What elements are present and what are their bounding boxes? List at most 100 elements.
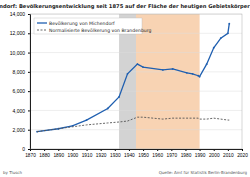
x-tick-label: 2020 [237, 153, 248, 158]
x-tick-mark [185, 149, 186, 151]
y-tick: 0 [22, 146, 30, 152]
plot-area [30, 14, 242, 149]
x-tick-mark [143, 149, 144, 151]
x-tick-mark [101, 149, 102, 151]
legend: Bevölkerung von Michendorf Normalisierte … [34, 18, 152, 34]
data-point [213, 47, 215, 49]
x-tick-mark [242, 149, 243, 151]
data-point [107, 108, 109, 110]
x-tick-label: 1920 [96, 153, 107, 158]
data-point [137, 63, 139, 65]
y-tick-mark [28, 72, 30, 73]
x-tick: 1940 [124, 149, 135, 158]
x-tick: 1960 [152, 149, 163, 158]
grid-line [30, 110, 242, 111]
legend-swatch [37, 22, 47, 23]
grid-line [30, 71, 242, 72]
period-band [136, 14, 200, 149]
data-point [199, 76, 201, 78]
data-point [142, 66, 144, 68]
x-tick-label: 1910 [82, 153, 93, 158]
x-tick-label: 1950 [138, 153, 149, 158]
y-tick: 10,000 [10, 50, 30, 56]
y-tick-label: 14,000 [10, 11, 26, 17]
x-tick-label: 1980 [181, 153, 192, 158]
x-tick: 2000 [209, 149, 220, 158]
x-tick: 2010 [223, 149, 234, 158]
title: Michendorf: Bevölkerungsentwicklung seit… [0, 3, 250, 10]
x-tick: 1920 [96, 149, 107, 158]
data-point [127, 73, 129, 75]
x-tick: 1980 [181, 149, 192, 158]
legend-label: Bevölkerung von Michendorf [49, 21, 115, 26]
y-tick-label: 4,000 [12, 108, 25, 114]
x-tick-mark [200, 149, 201, 151]
x-tick: 1930 [110, 149, 121, 158]
y-tick-label: 2,000 [12, 127, 25, 133]
x-tick: 1890 [53, 149, 64, 158]
y-tick-mark [28, 130, 30, 131]
x-tick: 1950 [138, 149, 149, 158]
data-point [162, 69, 164, 71]
x-tick-mark [72, 149, 73, 151]
y-tick-label: 0 [22, 146, 25, 152]
x-tick-label: 1960 [152, 153, 163, 158]
chart: Michendorf: Bevölkerungsentwicklung seit… [0, 0, 250, 177]
data-point [228, 23, 230, 25]
x-tick-mark [87, 149, 88, 151]
y-tick-mark [28, 33, 30, 34]
data-point [118, 96, 120, 98]
grid-line [30, 91, 242, 92]
data-point [220, 37, 222, 39]
x-tick-label: 1900 [68, 153, 79, 158]
x-tick: 1990 [195, 149, 206, 158]
x-tick-mark [44, 149, 45, 151]
x-tick: 1900 [68, 149, 79, 158]
data-point [206, 63, 208, 65]
x-axis: 187018801890 1900191019201930194019501960… [25, 149, 248, 158]
x-tick-mark [115, 149, 116, 151]
x-tick-label: 1890 [53, 153, 64, 158]
y-tick-label: 8,000 [12, 69, 25, 75]
data-point [186, 72, 188, 74]
y-tick-mark [28, 14, 30, 15]
y-tick-mark [28, 149, 30, 150]
x-tick-label: 1880 [39, 153, 50, 158]
period-band [119, 14, 136, 149]
x-tick: 1970 [166, 149, 177, 158]
x-tick-label: 1970 [166, 153, 177, 158]
y-tick: 4,000 [12, 108, 30, 114]
data-point [192, 73, 194, 75]
x-axis-line [31, 150, 243, 152]
y-tick: 12,000 [10, 30, 30, 36]
x-tick-mark [58, 149, 59, 151]
x-tick-label: 1940 [124, 153, 135, 158]
series-line [37, 24, 229, 132]
y-tick: 14,000 [10, 11, 30, 17]
legend-swatch [37, 30, 47, 31]
x-tick-mark [228, 149, 229, 151]
x-tick: 1870 [25, 149, 36, 158]
y-tick: 8,000 [12, 69, 30, 75]
y-tick-mark [28, 53, 30, 54]
x-tick-label: 2010 [223, 153, 234, 158]
y-tick-mark [28, 110, 30, 111]
data-point [86, 119, 88, 121]
x-tick: 1910 [82, 149, 93, 158]
annotation: by Tlusch [3, 170, 23, 175]
data-point [227, 32, 229, 34]
grid-line [30, 129, 242, 130]
y-tick: 2,000 [12, 127, 30, 133]
x-tick-label: 1870 [25, 153, 36, 158]
legend-label: Normalisierte Bevölkerung von Brandenbur… [49, 28, 152, 33]
y-tick: 6,000 [12, 88, 30, 94]
x-tick-mark [129, 149, 130, 151]
series-line [37, 117, 229, 131]
grid-line [30, 52, 242, 53]
y-tick-label: 6,000 [12, 88, 25, 94]
x-tick-label: 1990 [195, 153, 206, 158]
x-tick-mark [171, 149, 172, 151]
y-tick-label: 12,000 [10, 30, 26, 36]
x-tick: 2020 [237, 149, 248, 158]
y-tick-mark [28, 91, 30, 92]
